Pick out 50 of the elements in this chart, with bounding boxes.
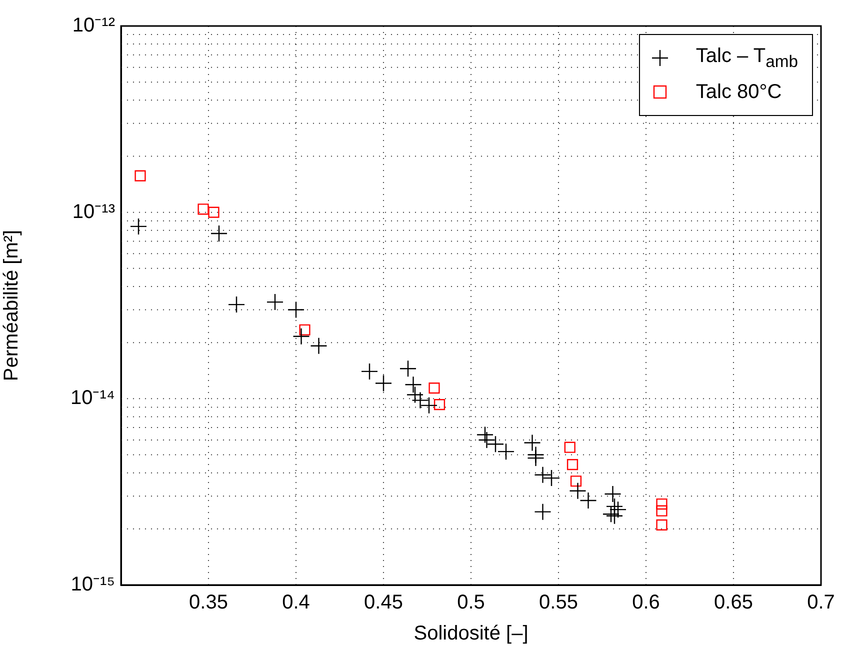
- x-tick-label: 0.5: [457, 592, 485, 614]
- legend-label: Talc 80°C: [696, 80, 782, 104]
- point: [399, 360, 417, 378]
- y-tick-label: 10⁻¹⁵: [70, 574, 115, 596]
- point: [656, 505, 668, 516]
- point: [656, 498, 668, 510]
- point: [266, 293, 284, 311]
- point: [434, 398, 446, 410]
- x-tick-label: 0.4: [282, 592, 310, 614]
- y-tick-label: 10⁻¹²: [72, 14, 116, 37]
- point: [130, 218, 148, 236]
- point: [542, 469, 560, 487]
- point: [428, 382, 440, 394]
- point: [564, 442, 576, 453]
- point: [228, 296, 246, 314]
- point: [606, 507, 624, 524]
- x-tick-label: 0.6: [632, 592, 660, 614]
- point: [602, 506, 620, 523]
- point: [534, 466, 552, 484]
- point: [299, 324, 310, 336]
- point: [210, 224, 228, 242]
- y-axis-title: Perméabilité [m²]: [0, 230, 23, 382]
- x-axis-title: Solidosité [–]: [414, 622, 528, 645]
- x-tick-label: 0.35: [189, 592, 228, 614]
- point: [566, 459, 578, 470]
- point: [604, 485, 622, 503]
- point: [310, 337, 328, 354]
- point: [374, 374, 392, 392]
- point: [609, 500, 627, 518]
- point: [208, 206, 220, 218]
- y-tick-label: 10⁻¹⁴: [70, 387, 115, 410]
- point: [287, 301, 305, 318]
- x-tick-label: 0.7: [807, 592, 835, 614]
- legend-label: Talc – T$_{amb}$: [696, 44, 798, 72]
- point: [656, 519, 668, 531]
- point: [478, 431, 496, 449]
- point: [360, 362, 378, 380]
- y-tick-label: 10⁻¹³: [72, 200, 116, 223]
- point: [534, 503, 552, 520]
- x-tick-label: 0.45: [364, 592, 403, 614]
- point: [406, 386, 424, 404]
- x-tick-label: 0.65: [714, 592, 753, 614]
- x-tick-label: 0.55: [539, 592, 578, 614]
- point: [527, 449, 544, 467]
- point: [524, 434, 541, 452]
- point: [198, 204, 209, 215]
- point: [570, 476, 582, 487]
- point: [134, 170, 146, 182]
- point: [404, 376, 422, 394]
- point: [292, 328, 310, 345]
